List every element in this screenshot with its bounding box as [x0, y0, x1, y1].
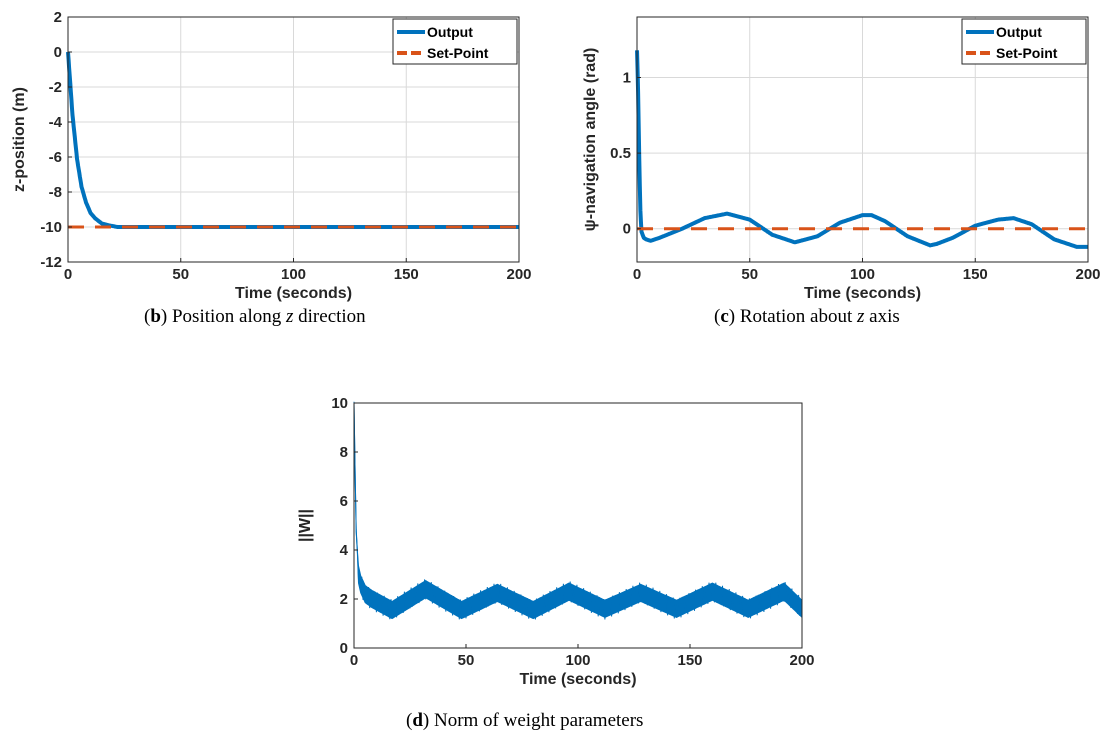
y-tick-label: -6	[49, 149, 62, 166]
x-axis-label: Time (seconds)	[519, 671, 636, 688]
x-tick-label: 50	[172, 266, 189, 283]
y-axis-label: ||W||	[297, 509, 314, 542]
x-axis-label: Time (seconds)	[235, 285, 352, 302]
y-tick-label: 2	[340, 591, 348, 608]
x-tick-label: 100	[281, 266, 306, 283]
x-tick-label: 150	[963, 266, 988, 283]
x-axis-label: Time (seconds)	[804, 285, 921, 302]
chart-c: 0 50 100 150 200 1 0.5 0 Time (seconds) ψ-navigat…	[582, 16, 1101, 302]
y-tick-label: -4	[49, 114, 63, 131]
legend-box	[961, 18, 1087, 65]
legend: Output Set-Point	[961, 18, 1087, 65]
x-tick-label: 200	[506, 266, 531, 283]
y-tick-label: 4	[340, 542, 349, 559]
y-tick-label: 10	[331, 395, 348, 412]
x-tick-label: 0	[633, 266, 641, 283]
x-tick-label: 50	[458, 652, 475, 669]
x-tick-label: 0	[350, 652, 358, 669]
x-tick-label: 200	[789, 652, 814, 669]
legend-label: Set-Point	[996, 45, 1058, 61]
y-axis-label: z-position (m)	[11, 87, 28, 192]
y-tick-label: 8	[340, 444, 348, 461]
y-tick-label: 0	[340, 640, 348, 657]
y-tick-label: -10	[40, 219, 62, 236]
x-tick-label: 50	[741, 266, 758, 283]
x-tick-label: 100	[565, 652, 590, 669]
x-tick-label: 200	[1075, 266, 1100, 283]
y-tick-label: 0	[54, 44, 62, 61]
x-tick-label: 0	[64, 266, 72, 283]
caption-d: (d) Norm of weight parameters	[406, 710, 644, 731]
x-tick-label: 150	[677, 652, 702, 669]
caption-c: (c) Rotation about z axis	[714, 306, 900, 327]
chart-d: 0 50 100 150 200 10 8 6 4 2 0 Time (seconds) ||W||	[297, 395, 815, 688]
y-tick-label: -8	[49, 184, 62, 201]
x-tick-label: 100	[850, 266, 875, 283]
caption-b: (b) Position along z direction	[144, 306, 366, 327]
series-output-line	[635, 50, 1090, 249]
series-noise	[353, 404, 803, 620]
y-tick-label: 0.5	[610, 145, 631, 162]
chart-b: 0 50 100 150 200 2 0 -2 -4 -6 -8 -10 -12 Time (second…	[11, 9, 532, 302]
legend-label: Set-Point	[427, 45, 489, 61]
y-tick-label: 0	[623, 221, 631, 238]
y-tick-label: -12	[40, 254, 62, 271]
y-tick-label: 2	[54, 9, 62, 26]
legend-label: Output	[996, 24, 1042, 40]
legend: Output Set-Point	[392, 18, 518, 65]
legend-box	[392, 18, 518, 65]
y-tick-label: 6	[340, 493, 348, 510]
x-tick-label: 150	[394, 266, 419, 283]
legend-label: Output	[427, 24, 473, 40]
y-axis-label: ψ-navigation angle (rad)	[582, 48, 599, 232]
y-tick-label: -2	[49, 79, 62, 96]
y-tick-label: 1	[623, 69, 631, 86]
